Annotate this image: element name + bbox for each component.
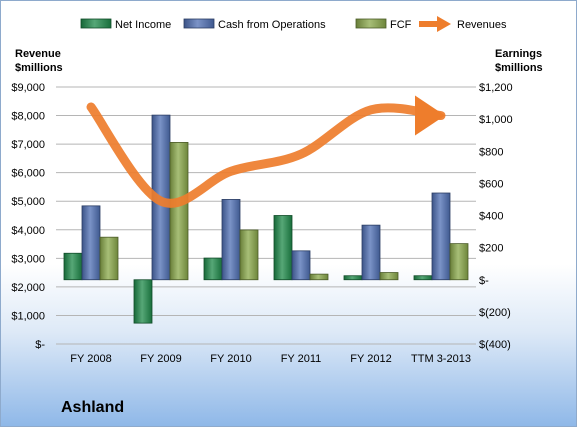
legend-arrow-icon [437,16,451,32]
legend-label: Revenues [457,19,507,31]
category-label: FY 2012 [350,353,391,365]
bar-net-income [273,215,293,281]
left-axis-title-line2: $millions [15,62,63,74]
legend-swatch [183,18,215,29]
revenues-line [86,102,446,208]
bar-net-income [203,257,223,281]
legend-item: Cash from Operations [183,18,326,31]
legend-item: Revenues [419,16,507,32]
legend-item: FCF [355,18,412,31]
left-tick-label: $- [35,339,45,351]
category-label: FY 2009 [140,353,181,365]
bar-fcf [99,236,119,281]
left-tick-label: $9,000 [11,82,45,94]
right-tick-label: $800 [479,146,503,158]
bar-cash-from-operations [291,250,311,281]
category-label: FY 2010 [210,353,251,365]
bar-net-income [63,252,83,281]
right-tick-label: $400 [479,211,503,223]
right-tick-label: $1,000 [479,114,513,126]
left-tick-label: $2,000 [11,282,45,294]
bar-cash-from-operations [221,199,241,281]
bar-fcf [239,229,259,281]
bar-net-income [413,275,433,281]
bar-net-income [343,275,363,281]
gridlines [56,86,476,345]
bar-cash-from-operations [431,192,451,281]
legend-swatch [80,18,112,29]
legend-label: Cash from Operations [218,19,326,31]
bar-cash-from-operations [81,205,101,281]
left-tick-label: $8,000 [11,111,45,123]
legend-item: Net Income [80,18,171,31]
bar-cash-from-operations [361,224,381,281]
left-axis-title-line1: Revenue [15,48,61,60]
left-tick-label: $3,000 [11,253,45,265]
chart-title: Ashland [61,399,124,416]
left-tick-label: $1,000 [11,310,45,322]
left-tick-label: $5,000 [11,196,45,208]
bar-fcf [169,142,189,281]
bar-fcf [379,272,399,281]
legend: Net Income Cash from Operations FCF Revenue… [80,16,507,32]
category-label: FY 2011 [281,353,322,365]
right-axis-title-line2: $millions [495,62,543,74]
category-label: TTM 3-2013 [411,353,471,365]
right-axis-title-line1: Earnings [495,48,542,60]
right-tick-label: $600 [479,178,503,190]
revenues-arrowhead [415,95,445,136]
bar-fcf [449,243,469,281]
legend-label: Net Income [115,19,171,31]
right-tick-label: $(400) [479,339,511,351]
legend-label: FCF [390,19,412,31]
left-tick-label: $7,000 [11,139,45,151]
left-tick-label: $4,000 [11,225,45,237]
bar-fcf [309,273,329,281]
left-tick-label: $6,000 [11,168,45,180]
revenue-line-group [86,95,446,208]
tick-labels: $- $1,000 $2,000 $3,000 $4,000 $5,000 $6,000 $7… [11,82,512,365]
category-label: FY 2008 [70,353,111,365]
bars-group [63,114,469,324]
right-tick-label: $1,200 [479,82,513,94]
legend-swatch [355,18,387,29]
right-tick-label: $- [479,275,489,287]
right-tick-label: $(200) [479,307,511,319]
right-tick-label: $200 [479,243,503,255]
bar-net-income [133,279,153,324]
